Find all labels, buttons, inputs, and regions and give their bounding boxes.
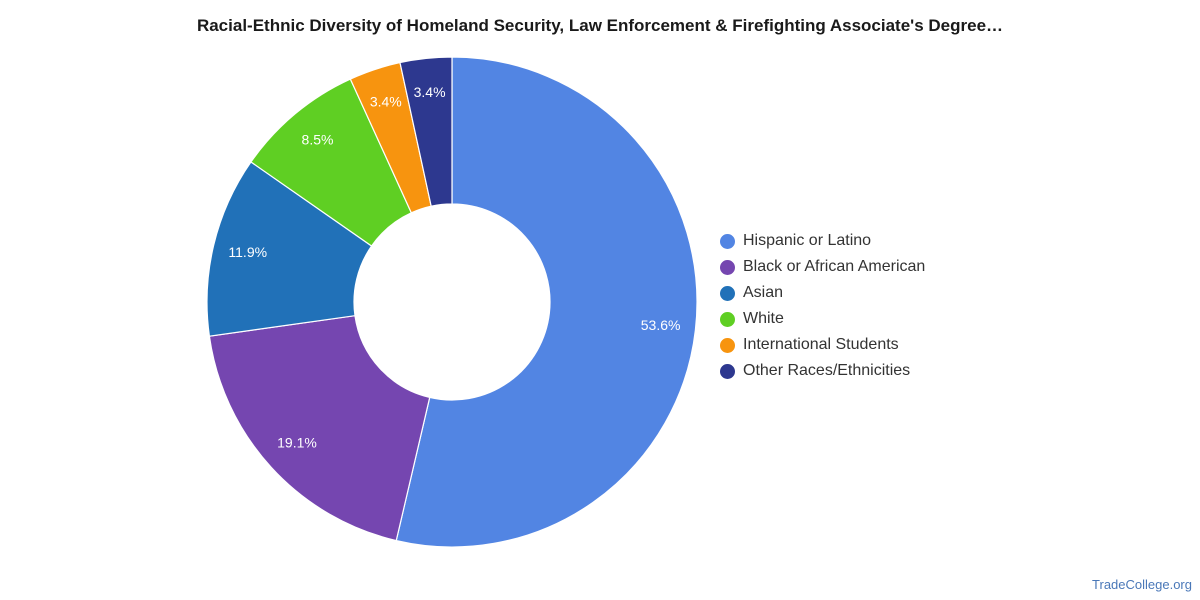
slice-value-label: 3.4%	[414, 84, 446, 100]
legend-swatch	[720, 337, 735, 353]
legend-label: Other Races/Ethnicities	[743, 362, 911, 379]
slice-asian[interactable]	[206, 161, 373, 337]
legend-label: White	[743, 310, 784, 327]
legend-label: Black or African American	[743, 258, 926, 275]
legend-swatch	[720, 311, 735, 327]
legend-item[interactable]: White	[720, 306, 925, 332]
chart-title: Racial-Ethnic Diversity of Homeland Secu…	[196, 16, 1004, 35]
legend-label: Hispanic or Latino	[743, 232, 872, 249]
slice-hispanic-or-latino[interactable]	[395, 56, 698, 548]
legend-item[interactable]: Other Races/Ethnicities	[720, 358, 925, 384]
slice-value-label: 19.1%	[277, 434, 317, 450]
legend-label: International Students	[743, 336, 899, 353]
slice-value-label: 8.5%	[302, 131, 334, 147]
legend-label: Asian	[743, 284, 784, 301]
legend-swatch	[720, 233, 735, 249]
legend-swatch	[720, 259, 735, 275]
legend-item[interactable]: Black or African American	[720, 254, 925, 280]
legend-item[interactable]: International Students	[720, 332, 925, 358]
legend-item[interactable]: Asian	[720, 280, 925, 306]
slice-other-races-ethnicities[interactable]	[399, 56, 453, 207]
slice-black-or-african-american[interactable]	[208, 314, 431, 542]
chart-legend: Hispanic or Latino Black or African Ameri…	[720, 228, 925, 384]
legend-item[interactable]: Hispanic or Latino	[720, 228, 925, 254]
slice-value-label: 53.6%	[641, 317, 681, 333]
legend-swatch	[720, 363, 735, 379]
slice-value-label: 11.9%	[228, 244, 267, 260]
legend-swatch	[720, 285, 735, 301]
slice-value-label: 3.4%	[370, 93, 402, 109]
source-credit[interactable]: TradeCollege.org	[1092, 577, 1192, 592]
